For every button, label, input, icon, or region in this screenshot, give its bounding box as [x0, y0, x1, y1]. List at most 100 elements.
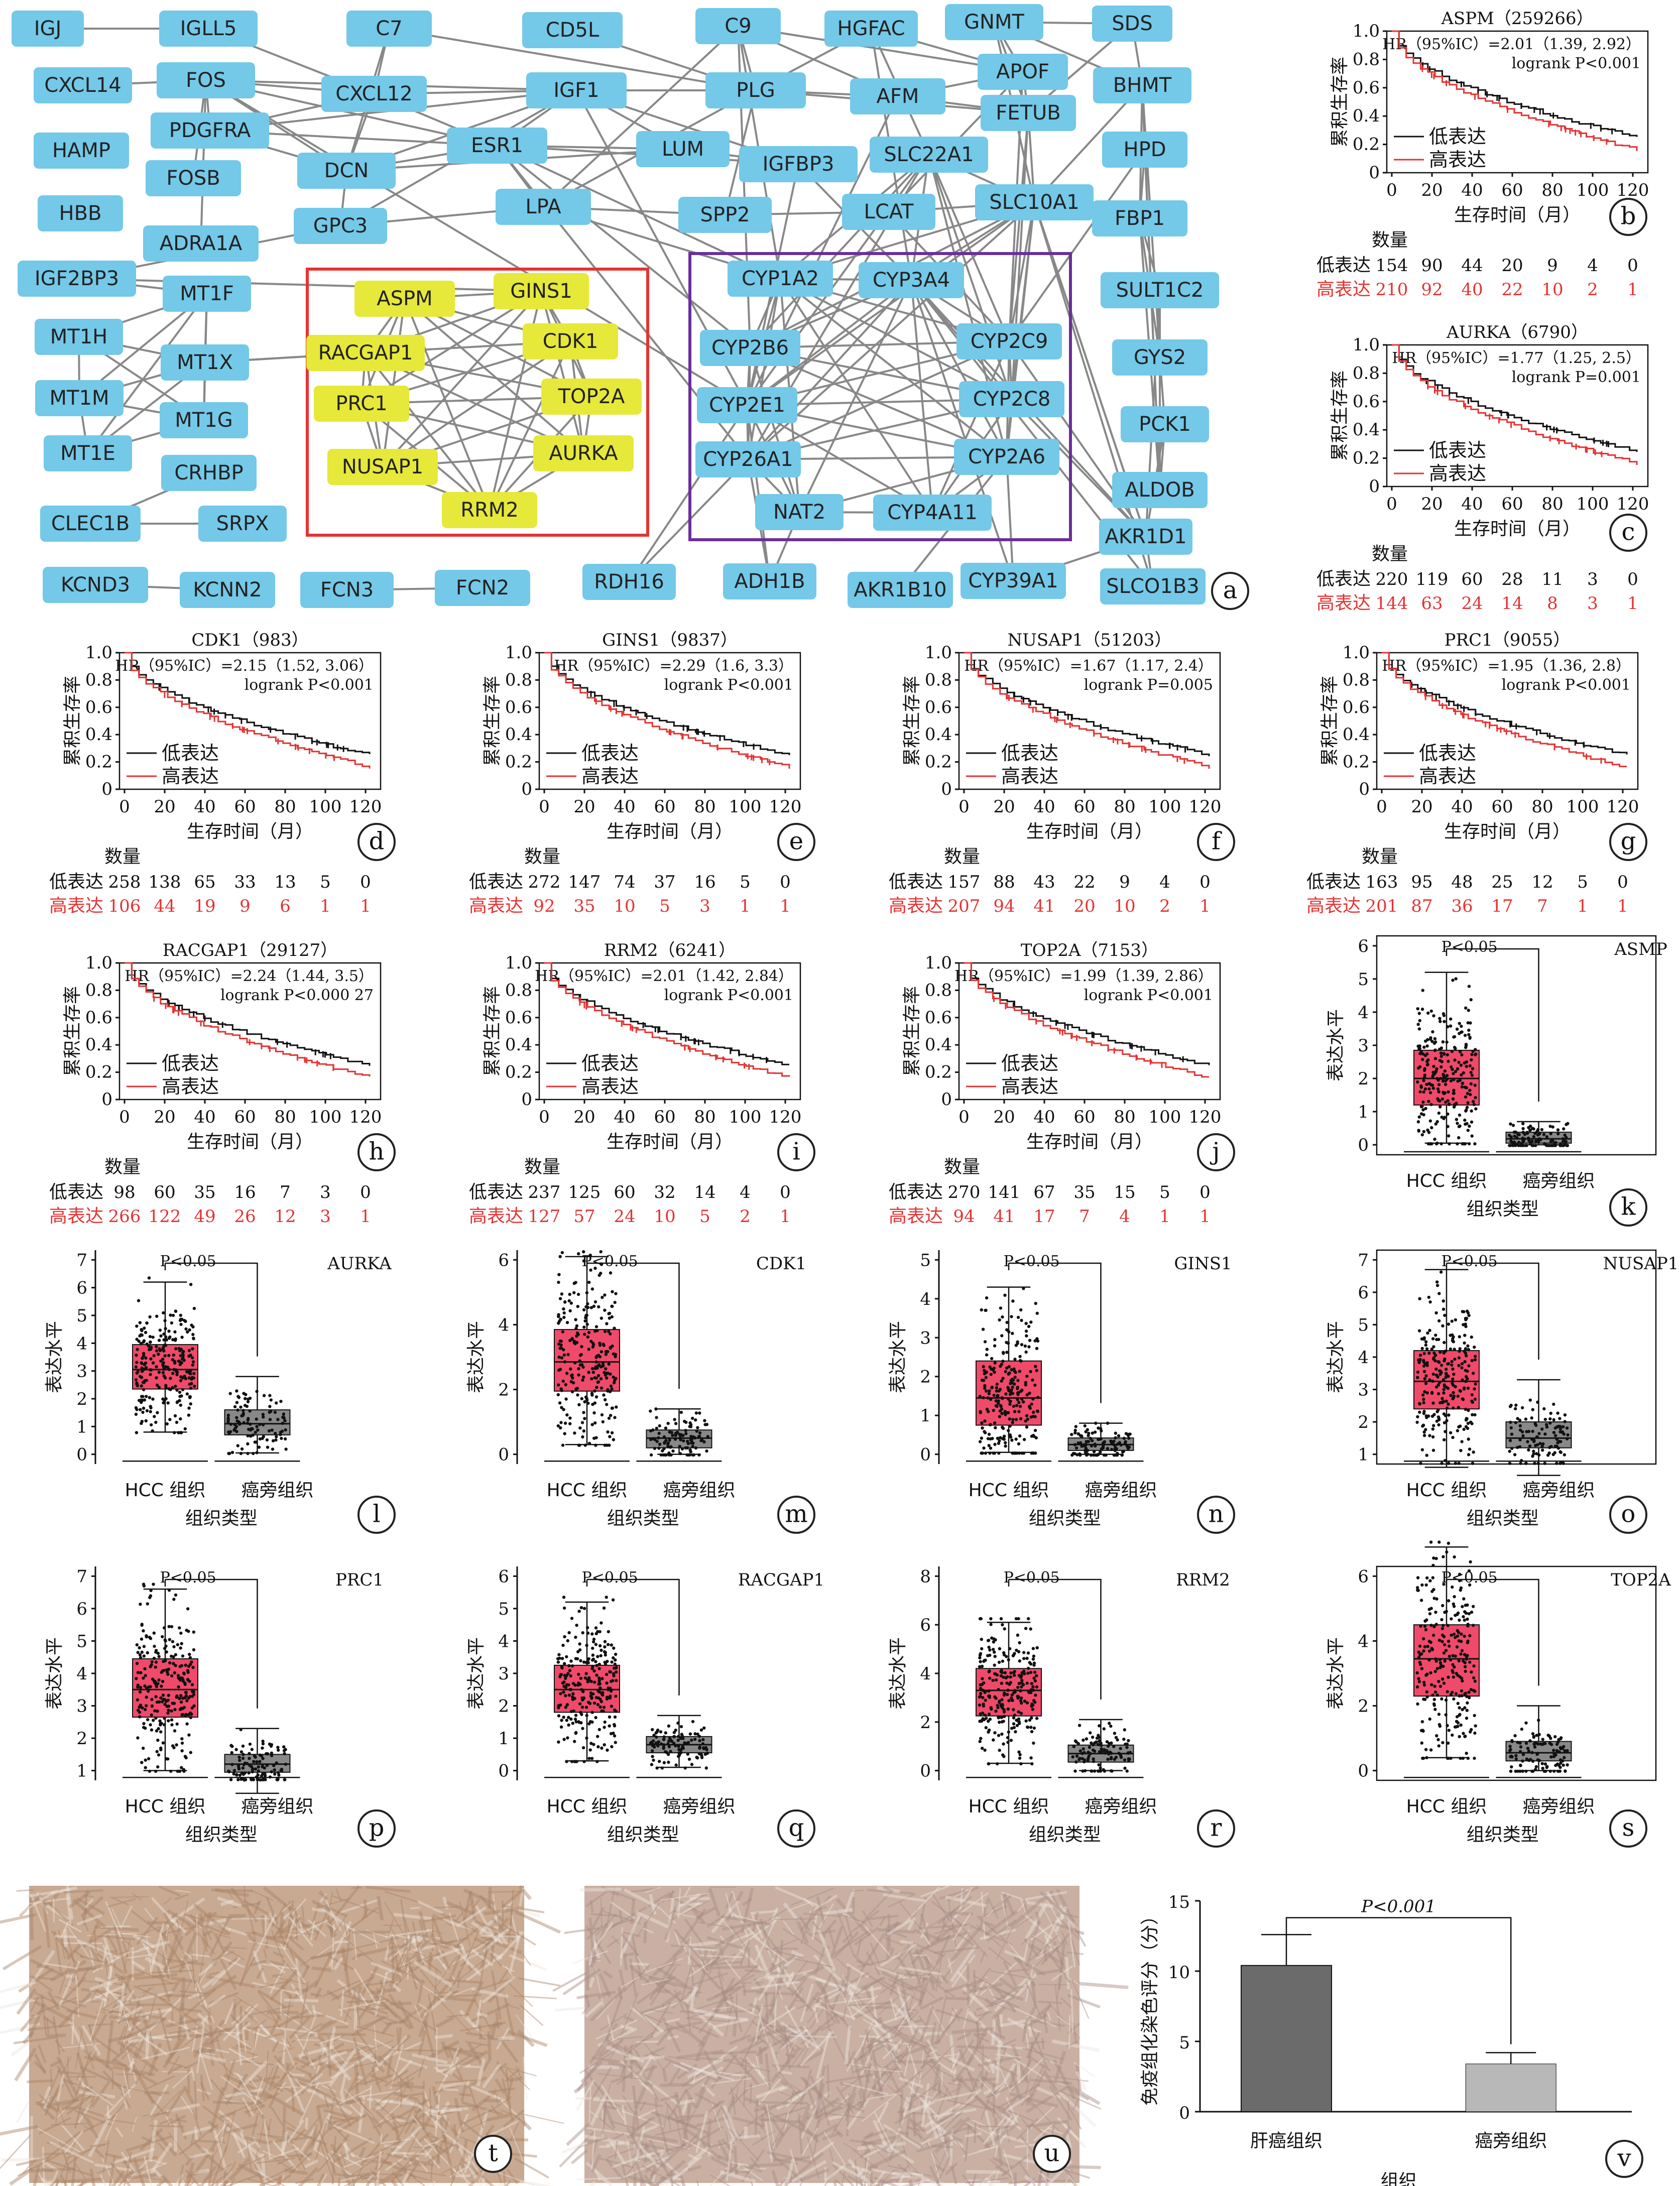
sample-point [611, 1679, 615, 1682]
sample-point [990, 1357, 994, 1361]
sample-point [983, 1384, 987, 1388]
sample-point [1468, 1036, 1472, 1040]
sample-point [1434, 1373, 1438, 1377]
risk-count-low: 4 [740, 1182, 751, 1202]
sample-point [1423, 1697, 1427, 1701]
sample-point [1519, 1462, 1522, 1465]
sample-point [284, 1748, 287, 1751]
sample-point [1460, 1366, 1464, 1370]
sample-point [568, 1422, 572, 1425]
sample-point [1009, 1675, 1012, 1679]
gene-node: SPP2 [678, 197, 772, 233]
sample-point [993, 1361, 997, 1365]
sample-point [158, 1719, 162, 1723]
sample-point [1451, 1585, 1454, 1589]
risk-row-high-label: 高表达 [49, 896, 103, 916]
sample-point [1006, 1692, 1009, 1696]
sample-point [1442, 1388, 1446, 1391]
sample-point [598, 1344, 602, 1347]
sample-point [182, 1768, 186, 1771]
sample-point [1463, 1386, 1466, 1390]
gene-node: HGFAC [824, 11, 918, 47]
y-tick-label: 2 [498, 1696, 509, 1717]
sample-point [190, 1683, 194, 1686]
risk-count-high: 20 [1073, 896, 1095, 916]
sample-point [996, 1436, 1000, 1440]
sample-point [252, 1760, 256, 1763]
sample-point [590, 1367, 594, 1371]
sample-point [1454, 1070, 1458, 1073]
sample-point [983, 1430, 986, 1433]
sample-point [1433, 1137, 1436, 1141]
sample-point [1084, 1449, 1087, 1452]
sample-point [1463, 1034, 1467, 1037]
sample-point [154, 1665, 157, 1669]
sample-point [614, 1658, 617, 1662]
sample-point [281, 1421, 284, 1425]
risk-table-header: 数量 [944, 846, 980, 867]
risk-table-header: 数量 [524, 846, 560, 867]
sample-point [186, 1669, 190, 1672]
sample-point [587, 1657, 590, 1661]
sample-point [149, 1723, 152, 1727]
sample-point [149, 1346, 153, 1349]
sample-point [1005, 1366, 1009, 1370]
sample-point [674, 1433, 677, 1437]
sample-point [1424, 1107, 1427, 1111]
sample-point [1549, 1743, 1553, 1746]
sample-point [570, 1617, 574, 1620]
y-tick-label: 0.6 [85, 1008, 112, 1028]
sample-point [609, 1372, 612, 1376]
sample-point [662, 1453, 665, 1457]
y-tick-label: 0.2 [505, 752, 532, 772]
sample-point [1417, 1329, 1421, 1332]
risk-count-high: 1 [1577, 896, 1588, 916]
sample-point [698, 1739, 701, 1743]
sample-point [1117, 1751, 1121, 1755]
km-curve-low [544, 652, 790, 756]
sample-point [1554, 1141, 1557, 1144]
sample-point [167, 1625, 171, 1628]
sample-point [1000, 1720, 1004, 1724]
sample-point [1556, 1128, 1560, 1132]
sample-point [584, 1395, 588, 1399]
sample-point [1435, 1284, 1439, 1287]
sample-point [1017, 1451, 1021, 1455]
x-category-label: 癌旁组织 [1085, 1480, 1157, 1501]
risk-count-high: 144 [1376, 593, 1408, 614]
sample-point [1456, 1429, 1460, 1432]
gene-node: FETUB [981, 95, 1076, 131]
sample-point [232, 1428, 236, 1432]
sample-point [168, 1418, 172, 1421]
gene-node-label: DCN [324, 159, 369, 182]
sample-point [1452, 1675, 1456, 1679]
sample-point [565, 1655, 568, 1659]
y-tick-label: 6 [76, 1599, 87, 1619]
sample-point [161, 1363, 165, 1366]
sample-point [1439, 1371, 1443, 1374]
sample-point [676, 1739, 680, 1742]
sample-point [187, 1349, 191, 1353]
sample-point [993, 1370, 996, 1374]
sample-point [1420, 1133, 1424, 1137]
sample-point [1532, 1438, 1536, 1442]
sample-point [993, 1338, 997, 1342]
sample-point [1441, 1677, 1445, 1681]
sample-point [1437, 1416, 1441, 1420]
sample-point [1119, 1443, 1123, 1447]
sample-point [615, 1405, 618, 1409]
sample-point [1422, 1045, 1426, 1049]
sample-point [1427, 1087, 1431, 1091]
risk-count-low: 0 [1627, 256, 1638, 276]
gene-node-label: AKR1D1 [1105, 525, 1186, 548]
gene-node-label: RDH16 [594, 570, 664, 593]
sample-point [591, 1657, 595, 1661]
sample-point [705, 1449, 708, 1453]
sample-point [679, 1736, 683, 1740]
sample-point [134, 1378, 138, 1382]
sample-point [232, 1772, 235, 1776]
sample-point [1466, 1421, 1470, 1425]
sample-point [1470, 1058, 1473, 1062]
sample-point [982, 1365, 985, 1369]
sample-point [246, 1442, 250, 1445]
